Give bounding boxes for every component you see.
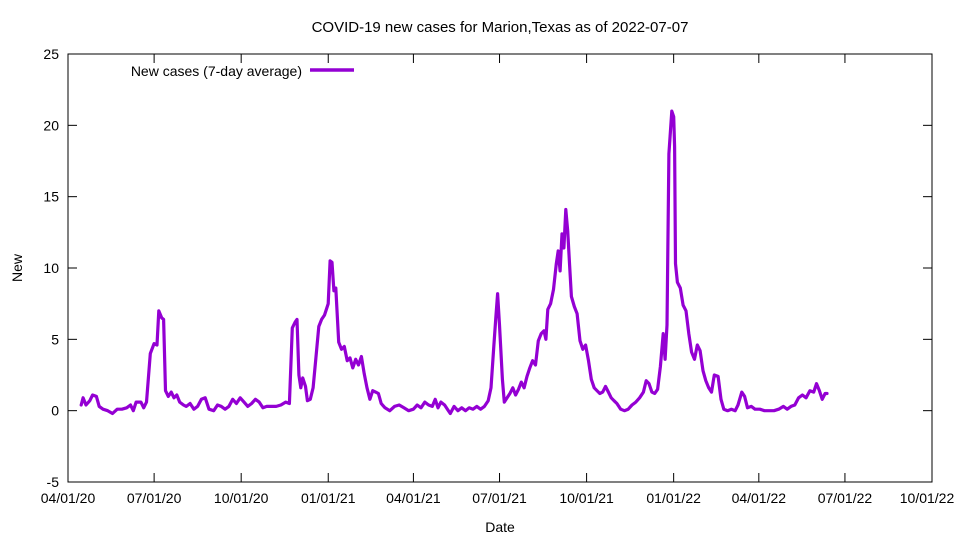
legend: New cases (7-day average) bbox=[131, 63, 354, 79]
y-tick-marks bbox=[68, 53, 932, 483]
x-tick-label: 07/01/20 bbox=[127, 490, 182, 506]
legend-label: New cases (7-day average) bbox=[131, 63, 302, 79]
y-tick-labels: -5 0 5 10 15 20 25 bbox=[43, 46, 59, 490]
chart-title: COVID-19 new cases for Marion,Texas as o… bbox=[312, 19, 689, 36]
x-tick-label: 10/01/21 bbox=[559, 490, 614, 506]
y-tick-label: 15 bbox=[43, 189, 59, 205]
x-tick-labels: 04/01/20 07/01/20 10/01/20 01/01/21 04/01/21… bbox=[41, 490, 955, 506]
plot-frame bbox=[67, 53, 933, 483]
x-tick-marks bbox=[67, 54, 933, 482]
x-tick-label: 04/01/22 bbox=[732, 490, 787, 506]
x-tick-label: 01/01/22 bbox=[646, 490, 701, 506]
x-tick-label: 10/01/22 bbox=[900, 490, 955, 506]
series-line-new-cases bbox=[79, 109, 829, 416]
x-tick-label: 10/01/20 bbox=[214, 490, 269, 506]
y-tick-label: 25 bbox=[43, 46, 59, 62]
y-tick-label: -5 bbox=[47, 474, 60, 490]
x-tick-label: 04/01/20 bbox=[41, 490, 96, 506]
y-axis-label: New bbox=[9, 253, 25, 282]
x-tick-label: 04/01/21 bbox=[386, 490, 441, 506]
x-tick-label: 01/01/21 bbox=[301, 490, 356, 506]
x-tick-label: 07/01/22 bbox=[818, 490, 873, 506]
x-tick-label: 07/01/21 bbox=[472, 490, 527, 506]
y-tick-label: 20 bbox=[43, 117, 59, 133]
x-axis-label: Date bbox=[485, 519, 515, 535]
y-tick-label: 0 bbox=[51, 403, 59, 419]
y-tick-label: 10 bbox=[43, 260, 59, 276]
y-tick-label: 5 bbox=[51, 331, 59, 347]
